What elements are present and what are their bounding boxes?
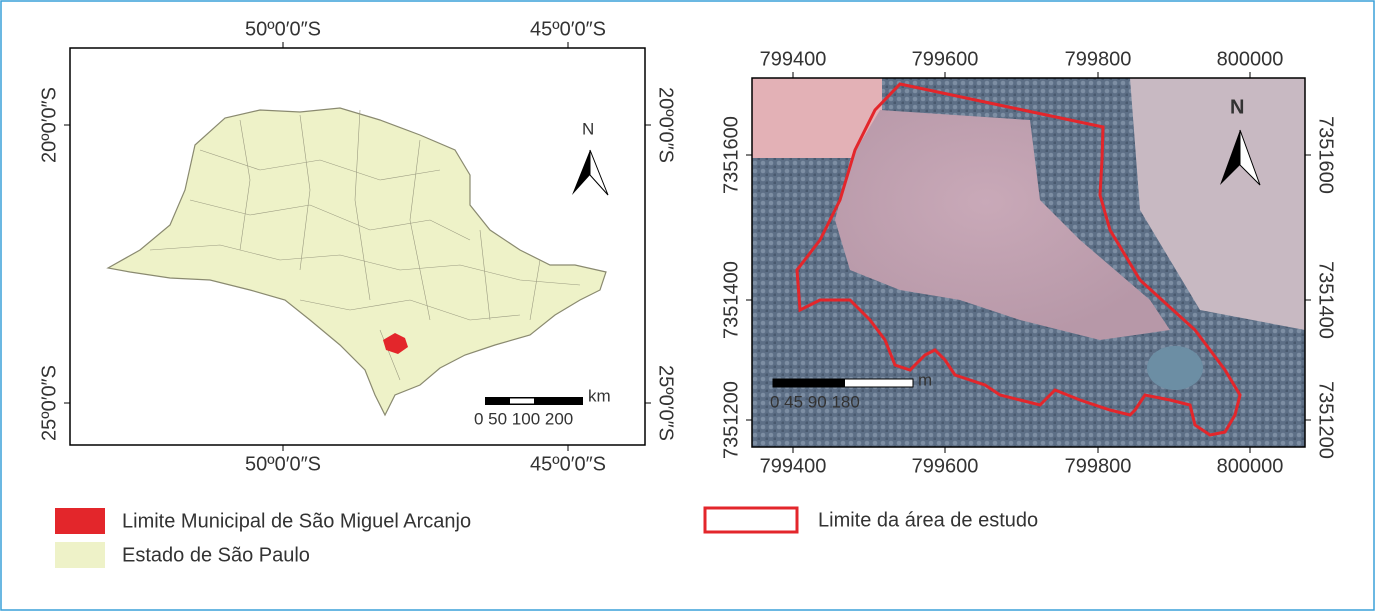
x-tick-label: 50º0′0″S xyxy=(245,453,321,475)
y-tick-label: 7351600 xyxy=(1315,116,1337,194)
y-tick-label: 7351600 xyxy=(720,116,742,194)
y-tick-label: 7351400 xyxy=(720,261,742,339)
x-tick-label: 45º0′0″S xyxy=(530,453,606,475)
x-tick-label: 799400 xyxy=(760,48,827,70)
legend-label: Estado de São Paulo xyxy=(122,544,310,566)
scale-bar xyxy=(510,399,534,404)
north-label: N xyxy=(582,119,594,138)
legend-swatch xyxy=(55,542,105,568)
x-tick-label: 45º0′0″S xyxy=(530,18,606,40)
y-tick-label: 20º0′0″S xyxy=(655,87,677,163)
x-tick-label: 799400 xyxy=(760,455,827,477)
x-tick-label: 799800 xyxy=(1065,48,1132,70)
x-tick-label: 799600 xyxy=(912,48,979,70)
legend-label: Limite Municipal de São Miguel Arcanjo xyxy=(122,510,471,532)
y-tick-label: 7351200 xyxy=(1315,381,1337,459)
x-tick-label: 799800 xyxy=(1065,455,1132,477)
x-tick-label: 799600 xyxy=(912,455,979,477)
scale-labels: 0 45 90 180 xyxy=(770,392,860,411)
y-tick-label: 7351400 xyxy=(1315,261,1337,339)
legend-swatch xyxy=(55,508,105,534)
y-tick-label: 20º0′0″S xyxy=(38,87,60,163)
scale-unit: m xyxy=(918,370,932,389)
y-tick-label: 25º0′0″S xyxy=(655,365,677,441)
x-tick-label: 50º0′0″S xyxy=(245,18,321,40)
y-tick-label: 25º0′0″S xyxy=(38,365,60,441)
right-map: N m 0 45 90 180 799400 799400 799600 799600… xyxy=(720,48,1336,477)
scale-unit: km xyxy=(588,386,611,405)
north-label: N xyxy=(1230,96,1244,118)
scale-labels: 0 50 100 200 xyxy=(474,409,573,428)
lake xyxy=(1147,346,1203,390)
figure: N km 0 50 100 200 50º0′0″S 50º0′0″S 45º0′0… xyxy=(0,0,1375,611)
y-tick-label: 7351200 xyxy=(720,381,742,459)
scale-bar xyxy=(773,379,845,387)
x-tick-label: 800000 xyxy=(1217,455,1284,477)
legend-label: Limite da área de estudo xyxy=(818,509,1038,531)
x-tick-label: 800000 xyxy=(1217,48,1284,70)
